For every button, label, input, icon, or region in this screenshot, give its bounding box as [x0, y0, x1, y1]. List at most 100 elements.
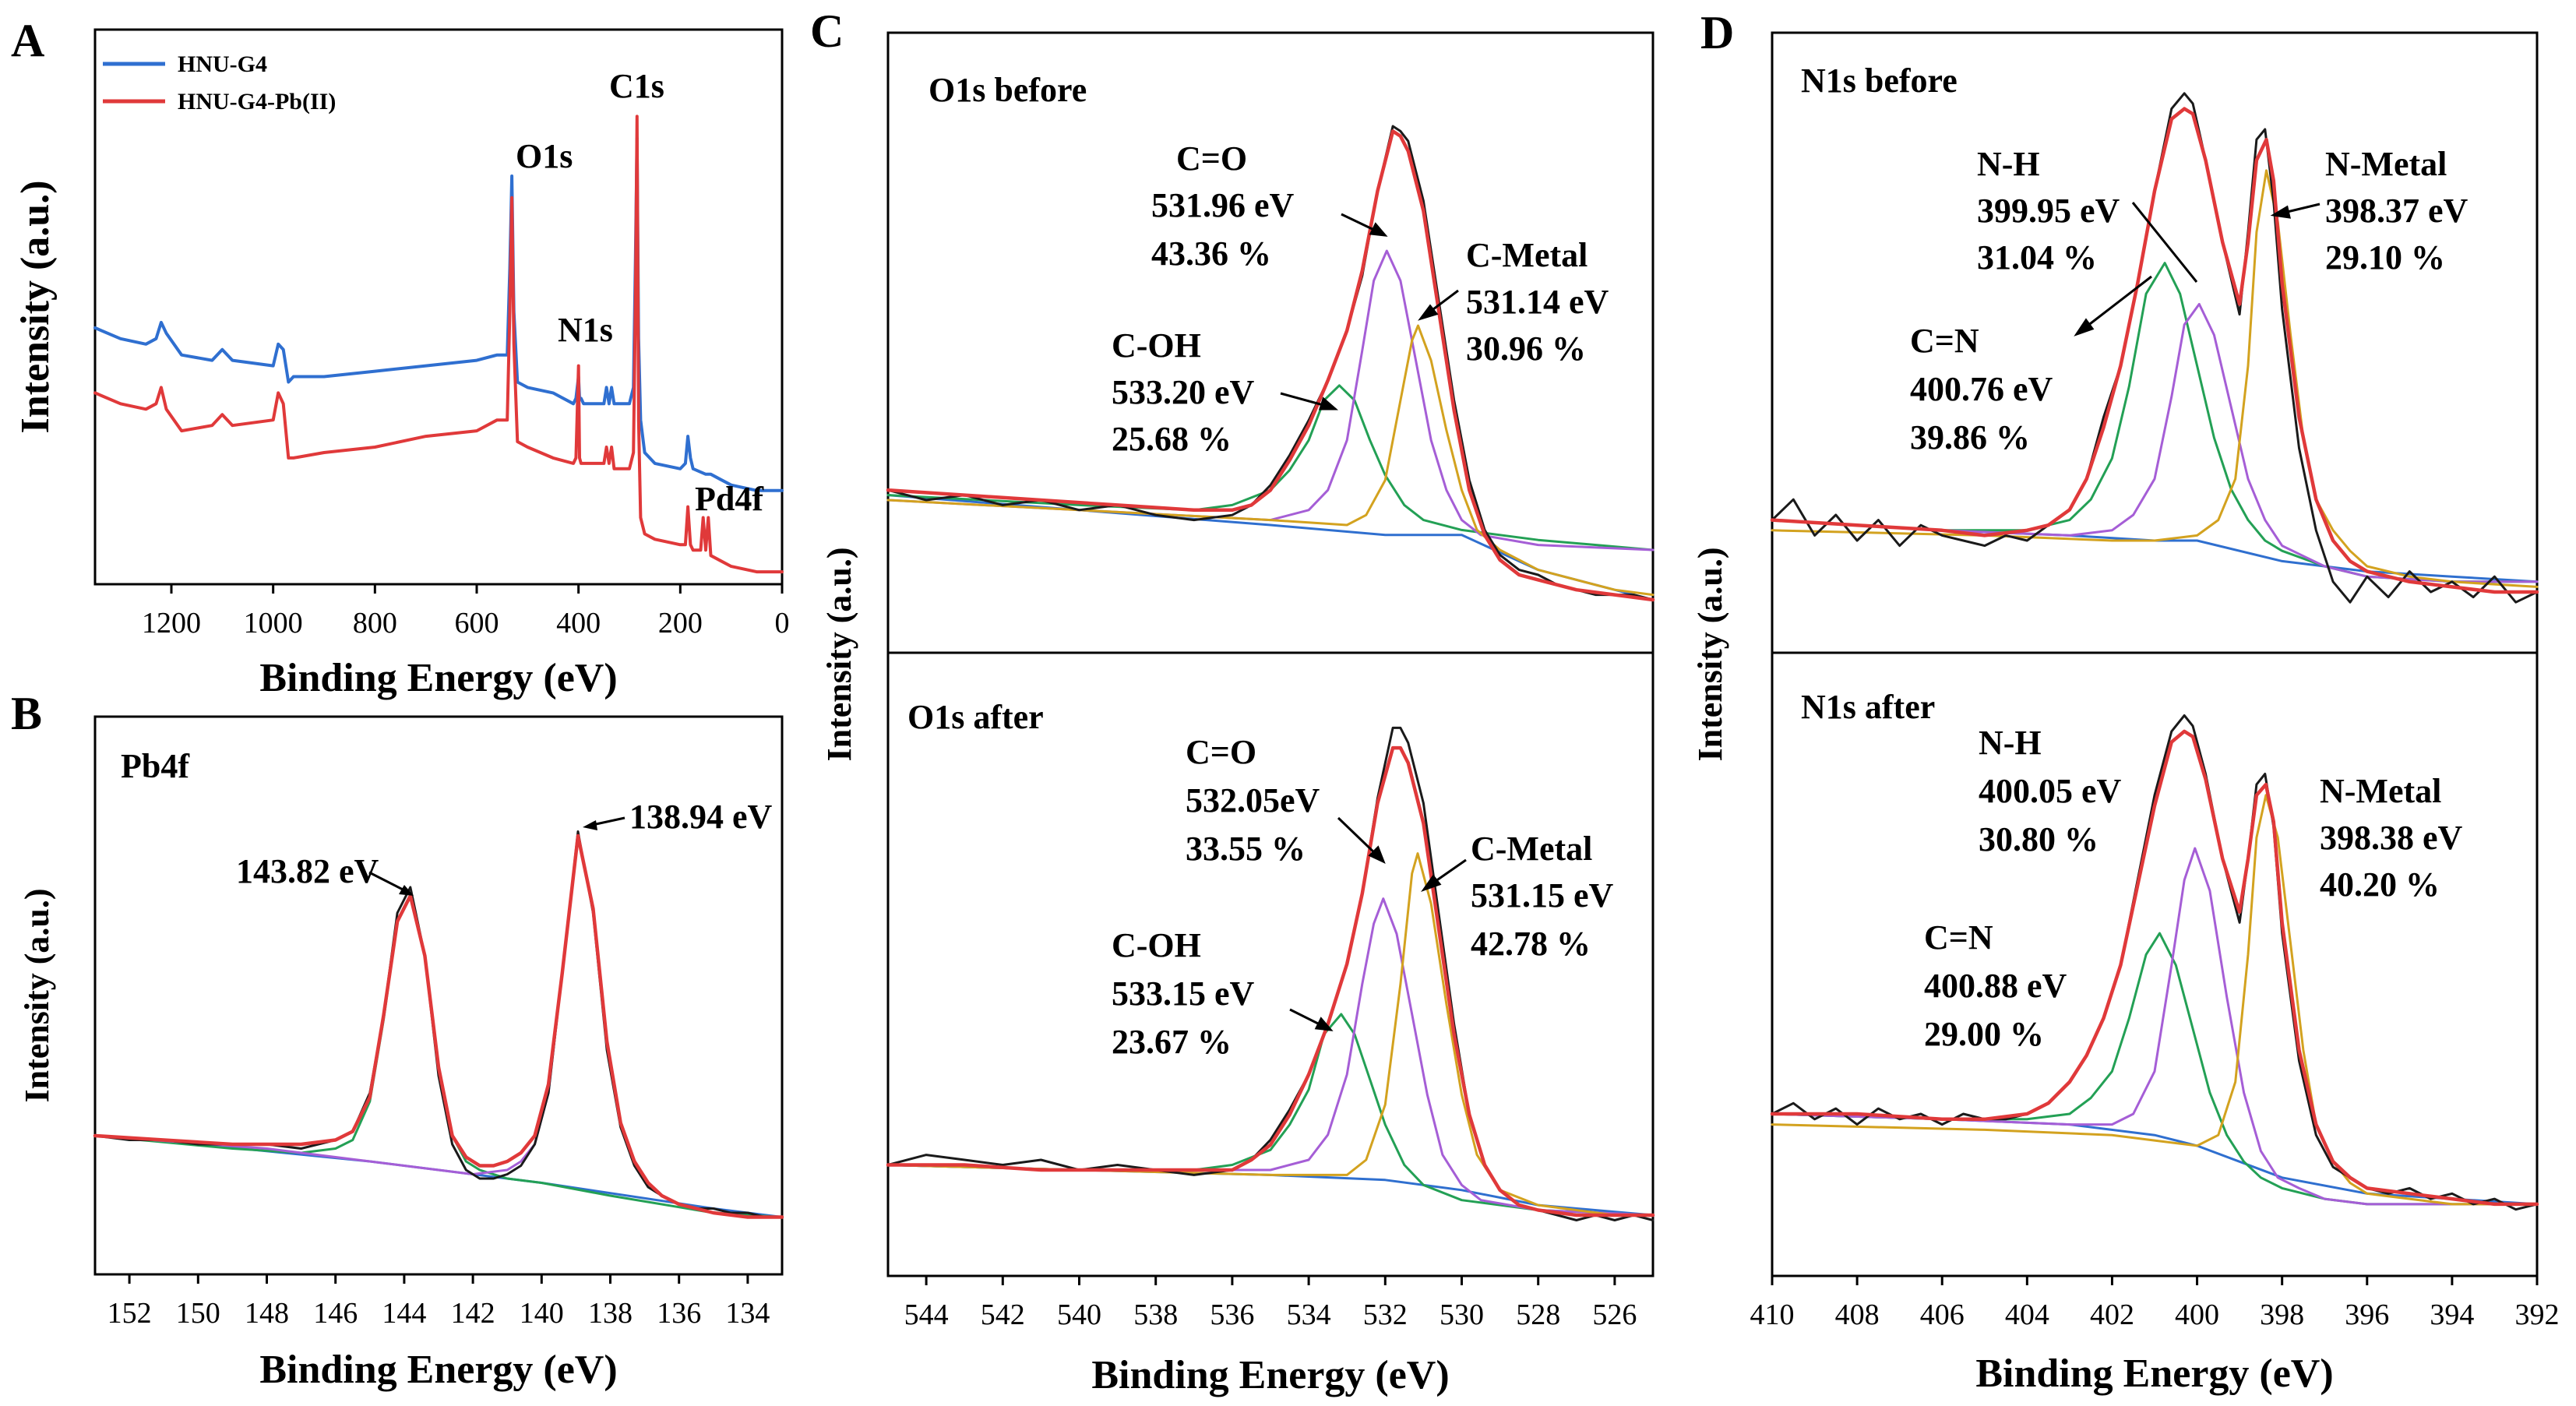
annot-c-before-c-metal: C-Metal 531.14 eV 30.96 % — [1466, 236, 1609, 368]
annot-line: 29.10 % — [2325, 238, 2445, 277]
annot-line: N-H — [1979, 724, 2042, 762]
annot-line: 40.20 % — [2320, 865, 2440, 904]
series-line-c-oh — [886, 1013, 1654, 1217]
x-tick-label: 136 — [657, 1297, 701, 1330]
panel-a-x-ticks: 1200 1000 800 600 400 200 0 — [142, 584, 790, 640]
x-tick-label: 148 — [245, 1297, 289, 1330]
x-tick-label: 540 — [1057, 1299, 1101, 1331]
series-line-raw — [1771, 92, 2539, 604]
annot-line: C=O — [1176, 139, 1247, 178]
arrow-head — [2270, 205, 2291, 219]
arrow-head-143 — [399, 885, 414, 896]
arrow-line — [2083, 275, 2152, 330]
x-tick-label: 138 — [588, 1297, 633, 1330]
panel-d-after-title: N1s after — [1801, 688, 1935, 726]
x-tick-label: 134 — [725, 1297, 770, 1330]
x-tick-label: 0 — [775, 607, 790, 640]
x-tick-label: 404 — [2005, 1299, 2049, 1331]
panel-d-y-axis-title: Intensity (a.u.) — [1691, 547, 1729, 761]
annot-line: N-Metal — [2325, 145, 2447, 183]
panel-d-x-ticks: 410 408 406 404 402 400 398 396 394 392 — [1750, 1276, 2560, 1331]
x-tick-label: 402 — [2090, 1299, 2134, 1331]
panel-c-before-series — [886, 125, 1655, 602]
x-tick-label: 406 — [1920, 1299, 1965, 1331]
series-line-hnu-g4-pb-ii — [93, 115, 784, 574]
x-tick-label: 410 — [1750, 1299, 1795, 1331]
x-tick-label: 142 — [451, 1297, 495, 1330]
annot-line: 25.68 % — [1112, 420, 1232, 458]
annot-line: 531.15 eV — [1471, 876, 1614, 914]
arrow-line — [2131, 202, 2198, 283]
panel-d-after-series — [1770, 714, 2539, 1211]
x-tick-label: 400 — [556, 607, 601, 640]
annot-line: N-H — [1977, 145, 2040, 183]
series-line-envelope — [886, 129, 1655, 602]
panel-d-before-series — [1770, 92, 2539, 604]
x-tick-label: 396 — [2345, 1299, 2389, 1331]
series-line-envelope — [1770, 729, 2539, 1207]
series-line-n-h — [1771, 847, 2539, 1206]
legend-label-hnu-g4-pb: HNU-G4-Pb(II) — [178, 89, 336, 115]
x-tick-label: 1000 — [244, 607, 303, 640]
x-tick-label: 542 — [981, 1299, 1025, 1331]
panel-c-x-axis-title: Binding Energy (eV) — [1091, 1353, 1449, 1397]
panel-b-series — [93, 830, 784, 1219]
x-tick-label: 150 — [176, 1297, 220, 1330]
x-tick-label: 800 — [353, 607, 397, 640]
x-tick-label: 152 — [107, 1297, 152, 1330]
arrow-head — [1368, 845, 1386, 864]
panel-b-arrows — [368, 816, 625, 896]
peak-label-c1s: C1s — [609, 67, 664, 105]
series-line-envelope — [1770, 107, 2539, 594]
annot-line: 400.76 eV — [1910, 370, 2053, 408]
panel-letter-d: D — [1700, 7, 1734, 58]
annot-d-after-n-h: N-H 400.05 eV 30.80 % — [1979, 724, 2122, 858]
x-tick-label: 536 — [1210, 1299, 1254, 1331]
peak-label-143-82: 143.82 eV — [236, 852, 379, 890]
annot-line: 398.38 eV — [2320, 819, 2463, 857]
annot-c-after-c-o: C=O 532.05eV 33.55 % — [1186, 733, 1320, 868]
legend-label-hnu-g4: HNU-G4 — [178, 51, 267, 77]
annot-line: C=N — [1910, 322, 1979, 360]
panel-d-before-title: N1s before — [1801, 62, 1958, 100]
arrow-head — [1318, 396, 1339, 411]
x-tick-label: 528 — [1516, 1299, 1560, 1331]
arrow-line — [1337, 816, 1380, 858]
arrow-head — [1421, 874, 1442, 892]
annot-d-before-n-metal: N-Metal 398.37 eV 29.10 % — [2325, 145, 2469, 277]
peak-label-o1s: O1s — [516, 137, 573, 175]
annot-line: 399.95 eV — [1977, 192, 2120, 230]
arrow-head — [1369, 222, 1388, 237]
x-tick-label: 392 — [2515, 1299, 2560, 1331]
series-line-raw — [1771, 714, 2539, 1211]
annot-line: 532.05eV — [1186, 781, 1320, 819]
annot-c-before-c-oh: C-OH 533.20 eV 25.68 % — [1112, 326, 1255, 458]
annot-c-before-c-o: C=O 531.96 eV 43.36 % — [1151, 139, 1295, 273]
panel-c-y-axis-title: Intensity (a.u.) — [820, 547, 858, 761]
annot-line: 533.20 eV — [1112, 373, 1255, 411]
series-line-envelope — [886, 745, 1655, 1217]
panel-a-y-axis-title: Intensity (a.u.) — [13, 180, 58, 433]
panel-c-before-title: O1s before — [929, 71, 1087, 109]
panel-d: D 410 408 406 404 402 400 398 396 394 392 N1s bef… — [1691, 7, 2560, 1396]
panel-b-x-ticks: 152 150 148 146 144 142 140 138 136 134 — [107, 1274, 770, 1330]
x-tick-label: 144 — [382, 1297, 426, 1330]
annot-line: 533.15 eV — [1112, 974, 1255, 1013]
annot-d-before-n-h: N-H 399.95 eV 31.04 % — [1977, 145, 2120, 277]
x-tick-label: 530 — [1440, 1299, 1484, 1331]
series-line-envelope — [93, 833, 784, 1219]
panel-c-after-title: O1s after — [907, 698, 1044, 736]
annot-line: 29.00 % — [1924, 1015, 2044, 1053]
annot-c-after-c-metal: C-Metal 531.15 eV 42.78 % — [1471, 830, 1614, 963]
peak-label-n1s: N1s — [558, 311, 613, 349]
series-line-c-o — [886, 249, 1654, 551]
panel-letter-c: C — [810, 5, 844, 57]
panel-b-plot-frame — [93, 715, 784, 1276]
peak-label-pd4f: Pd4f — [695, 480, 764, 518]
x-tick-label: 394 — [2430, 1299, 2474, 1331]
arrow-head — [1418, 304, 1439, 321]
annot-line: 400.88 eV — [1924, 967, 2067, 1005]
panel-b: B 152 150 148 146 144 142 140 138 136 134 Pb4f 14… — [11, 688, 784, 1392]
annot-line: 23.67 % — [1112, 1023, 1232, 1061]
